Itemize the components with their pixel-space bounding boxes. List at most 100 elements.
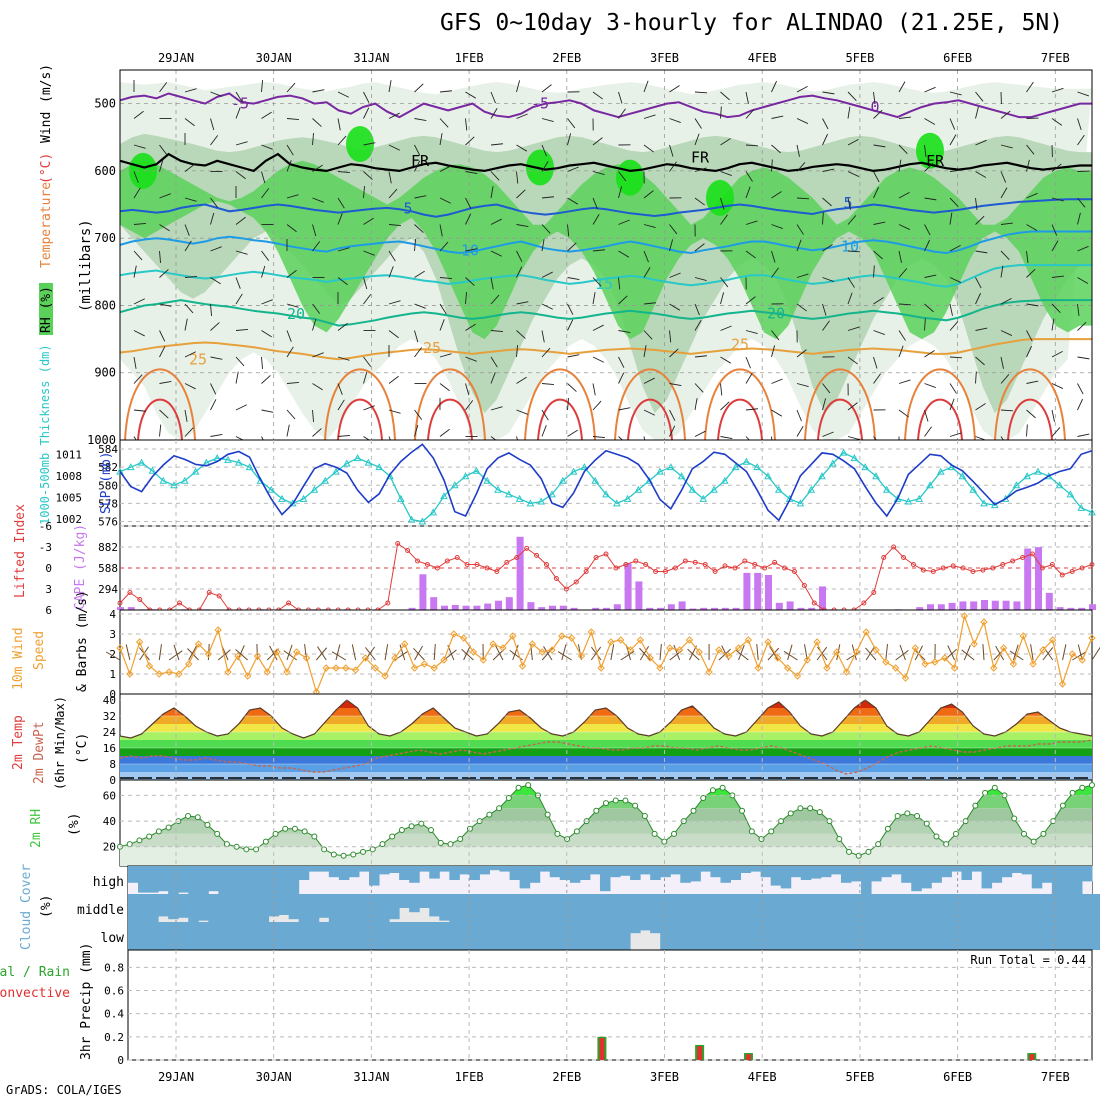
wind10m-speed-label: Speed (32, 631, 47, 670)
cape-bar (441, 605, 448, 610)
wind-barb (235, 107, 241, 119)
cloud-cell-low (941, 922, 952, 950)
wind-barb (745, 171, 753, 182)
pressure-tick-label: 900 (94, 366, 116, 380)
cape-bar (786, 601, 794, 610)
wind-barb (490, 250, 502, 257)
wind-barb (337, 171, 350, 173)
wind-barb (618, 372, 625, 384)
cloud-cell-low (439, 922, 450, 950)
wind-barb (439, 319, 445, 331)
wind-barb (210, 91, 222, 97)
date-label-bottom: 5FEB (845, 1070, 874, 1084)
cloud-cell-low (148, 922, 159, 950)
cloud-cell-high (369, 866, 380, 886)
cloud-cell-high (790, 866, 802, 878)
li-marker (861, 600, 867, 606)
wind-barb (949, 303, 953, 316)
wind-barb (669, 383, 682, 387)
thickness-marker (1088, 508, 1096, 516)
cloud-cell-middle (750, 894, 762, 922)
wind-barb (312, 224, 317, 237)
cloud-cell-low (951, 922, 962, 950)
thickness-marker (267, 485, 276, 493)
wind-barb-10m (335, 644, 341, 661)
wind-barb (490, 218, 502, 225)
cloud-cell-high (700, 866, 711, 872)
li-marker (702, 562, 708, 567)
wind-barb (490, 91, 496, 104)
cloud-cell-low (479, 922, 490, 950)
wind-barb (388, 171, 392, 184)
wind-barb (669, 425, 676, 437)
wind-speed-marker (754, 664, 762, 672)
li-marker (811, 600, 817, 606)
wind-barb (924, 383, 936, 389)
date-label-top: 4FEB (748, 51, 777, 65)
wind-barb (286, 330, 292, 342)
wind-barb (261, 265, 266, 278)
cloud-cell-low (630, 922, 641, 934)
cloud-cell-low (429, 922, 440, 950)
temperature-unit-label: (°C) (39, 153, 54, 184)
wind-barb (898, 268, 908, 278)
thickness-marker (116, 467, 124, 475)
li-marker (891, 544, 897, 550)
wind-barb (465, 277, 475, 286)
cloud-cell-middle (700, 894, 711, 922)
cloud-cell-high (148, 866, 159, 893)
wind-barb (720, 401, 730, 411)
cloud-cell-high (318, 866, 330, 872)
cloud-cell-middle (138, 894, 149, 922)
rh2m-marker (1089, 782, 1095, 789)
wind-barb (388, 188, 398, 199)
li-marker (663, 569, 669, 574)
wind-barb (796, 383, 809, 388)
cape-bar (657, 607, 664, 610)
cloud-cell-low (569, 922, 581, 950)
wind-barb (1000, 222, 1013, 225)
wind-barb (490, 372, 496, 384)
wind-barb (924, 409, 929, 422)
isotherm-5 (119, 198, 1092, 218)
wind-barb-10m (188, 645, 197, 661)
cloud-cell-high (770, 866, 782, 886)
wind-barb (745, 372, 753, 384)
thickness-marker (990, 501, 999, 509)
wind-barb-10m (982, 644, 985, 661)
wind-barb (1077, 134, 1085, 146)
wind-barb (159, 144, 168, 155)
wind-barb (618, 407, 631, 411)
wind-barb (516, 171, 519, 184)
rh2m-marker (204, 821, 211, 828)
cloud-cell-low (891, 922, 902, 950)
wind-barb (286, 144, 294, 156)
wind-barb (414, 330, 419, 343)
wind-barb (694, 133, 700, 146)
wind-barb (465, 248, 478, 252)
wind-barb (822, 320, 830, 331)
wind-barb (1077, 398, 1083, 411)
slp-tick-label: 1008 (56, 470, 83, 483)
rh2m-marker (612, 797, 619, 804)
wind-barb-10m (105, 651, 121, 661)
cloud-cell-high (389, 866, 400, 873)
wind-speed-marker (626, 646, 635, 654)
wind-barb (643, 302, 656, 305)
cloud-cell-middle (861, 894, 872, 922)
wind-speed-marker (980, 618, 988, 626)
wind-speed-marker (450, 630, 458, 638)
wind-barb (873, 356, 878, 369)
temp-band (120, 764, 1092, 772)
rh-core (346, 126, 374, 162)
cloud-cell-low (579, 922, 591, 950)
wind-barb-10m (317, 646, 327, 661)
isotherm-label: 25 (731, 335, 749, 353)
wind-barb (567, 429, 578, 437)
wind-barb (669, 409, 676, 421)
cloud-cell-middle (1051, 894, 1063, 922)
cape-bar (1045, 592, 1053, 610)
wind-barb (771, 267, 779, 278)
cape-bar (775, 602, 783, 610)
isotherm-label: 0 (870, 98, 879, 116)
